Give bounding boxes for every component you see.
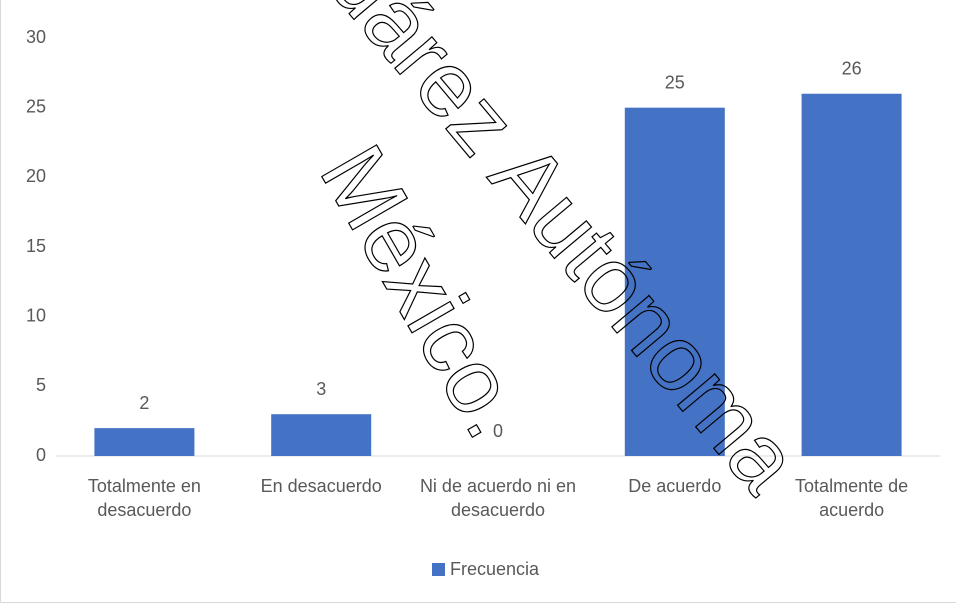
x-tick-label: Totalmente de acuerdo bbox=[795, 476, 909, 520]
y-tick-label: 25 bbox=[26, 96, 46, 116]
x-tick-label: Ni de acuerdo ni en desacuerdo bbox=[419, 476, 577, 520]
bar bbox=[801, 93, 902, 456]
y-tick-label: 20 bbox=[26, 166, 46, 186]
data-label: 0 bbox=[493, 421, 503, 441]
legend-swatch bbox=[432, 563, 445, 576]
y-tick-label: 15 bbox=[26, 236, 46, 256]
legend-label: Frecuencia bbox=[450, 559, 540, 579]
y-tick-label: 0 bbox=[36, 445, 46, 465]
x-tick-label: En desacuerdo bbox=[260, 476, 382, 496]
y-tick-label: 5 bbox=[36, 375, 46, 395]
data-label: 2 bbox=[139, 393, 149, 413]
y-tick-label: 30 bbox=[26, 27, 46, 47]
bar bbox=[94, 428, 195, 456]
y-tick-label: 10 bbox=[26, 305, 46, 325]
data-label: 25 bbox=[665, 72, 685, 92]
bar bbox=[624, 107, 725, 457]
data-label: 3 bbox=[316, 379, 326, 399]
data-label: 26 bbox=[842, 58, 862, 78]
x-tick-label: Totalmente en desacuerdo bbox=[87, 476, 201, 520]
bar bbox=[271, 414, 372, 456]
x-tick-label: De acuerdo bbox=[628, 476, 722, 496]
